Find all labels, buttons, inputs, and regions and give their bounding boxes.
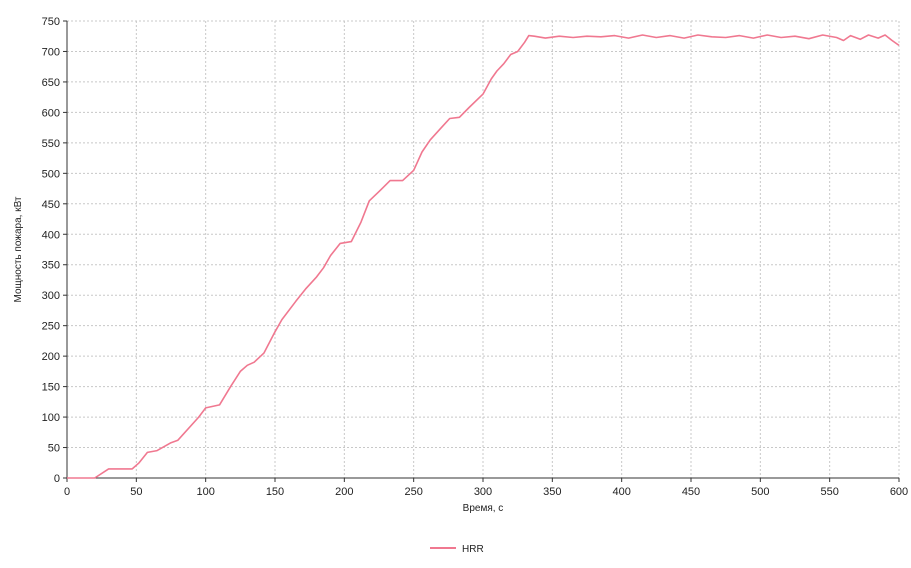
x-tick-label: 300: [474, 486, 492, 498]
x-tick-label: 250: [404, 486, 422, 498]
x-tick-label: 100: [196, 486, 214, 498]
x-axis-ticks: 0 50 100 150 200 250 300 350 400 450 500 550 600: [64, 478, 908, 498]
y-tick-label: 600: [42, 107, 60, 119]
x-axis-label: Время, с: [463, 503, 504, 514]
legend-label-hrr: HRR: [462, 544, 484, 555]
y-tick-label: 500: [42, 168, 60, 180]
grid-lines: [67, 20, 900, 478]
series-layer: [67, 34, 900, 479]
y-tick-label: 450: [42, 199, 60, 211]
x-tick-label: 0: [64, 486, 70, 498]
x-tick-label: 400: [612, 486, 630, 498]
x-tick-label: 500: [751, 486, 769, 498]
y-tick-label: 650: [42, 77, 60, 89]
y-tick-label: 150: [42, 382, 60, 394]
series-line-hrr: [67, 34, 900, 479]
y-tick-label: 300: [42, 290, 60, 302]
y-tick-label: 750: [42, 16, 60, 28]
y-tick-label: 350: [42, 260, 60, 272]
y-tick-label: 700: [42, 46, 60, 58]
x-tick-label: 550: [820, 486, 838, 498]
y-tick-label: 100: [42, 412, 60, 424]
y-tick-label: 550: [42, 138, 60, 150]
legend: HRR: [430, 544, 484, 555]
y-tick-label: 0: [54, 473, 60, 485]
y-axis-ticks: 0 50 100 150 200 250 300 350 400 450 500 550 600 650 7…: [42, 16, 67, 485]
x-tick-label: 450: [682, 486, 700, 498]
x-tick-label: 600: [890, 486, 908, 498]
x-tick-label: 350: [543, 486, 561, 498]
x-tick-label: 50: [130, 486, 142, 498]
y-tick-label: 250: [42, 321, 60, 333]
x-tick-label: 200: [335, 486, 353, 498]
y-tick-label: 400: [42, 229, 60, 241]
y-tick-label: 200: [42, 351, 60, 363]
x-tick-label: 150: [266, 486, 284, 498]
y-tick-label: 50: [48, 443, 60, 455]
y-axis-label: Мощность пожара, кВт: [13, 196, 24, 302]
